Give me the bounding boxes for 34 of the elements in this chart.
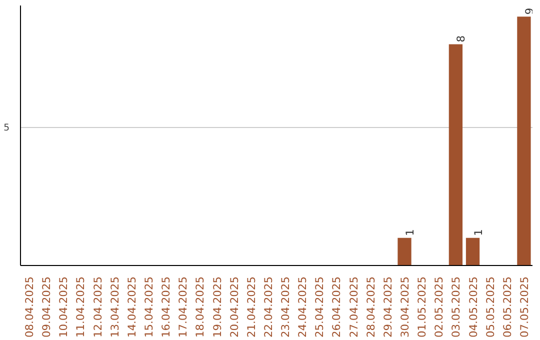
x-tick-label: 02.05.2025	[432, 276, 446, 338]
x-tick-label: 14.04.2025	[125, 276, 138, 338]
x-tick-label: 08.04.2025	[23, 276, 36, 338]
x-tick-label: 30.04.2025	[398, 276, 412, 338]
x-tick-label: 10.04.2025	[57, 276, 70, 338]
x-tick-label: 06.05.2025	[500, 276, 514, 338]
x-tick-label: 22.04.2025	[262, 276, 275, 338]
x-tick-label: 19.04.2025	[210, 276, 224, 338]
data-label: 1	[404, 229, 416, 236]
x-tick-label: 23.04.2025	[279, 276, 292, 338]
x-tick-label: 21.04.2025	[244, 276, 258, 338]
x-tick-label: 04.05.2025	[466, 276, 480, 338]
x-tick-label: 11.04.2025	[74, 276, 88, 338]
x-tick-label: 12.04.2025	[91, 276, 104, 338]
x-tick-label: 16.04.2025	[160, 276, 173, 338]
x-tick-label: 20.04.2025	[228, 276, 241, 338]
x-tick-label: 28.04.2025	[364, 276, 378, 338]
x-tick-label: 09.04.2025	[40, 276, 54, 338]
x-tick-label: 27.04.2025	[347, 276, 360, 338]
x-tick-label: 07.05.2025	[518, 276, 531, 338]
x-tick-label: 17.04.2025	[176, 276, 190, 338]
x-tick-label: 05.05.2025	[484, 276, 497, 338]
data-label: 8	[454, 35, 468, 42]
x-tick-label: 03.05.2025	[450, 276, 463, 338]
y-tick-label: 5	[4, 122, 10, 134]
x-tick-label: 25.04.2025	[313, 276, 326, 338]
data-label: 1	[472, 229, 485, 236]
x-tick-label: 24.04.2025	[296, 276, 310, 338]
x-tick-label: 01.05.2025	[416, 276, 429, 338]
x-tick-label: 26.04.2025	[330, 276, 344, 338]
x-tick-label: 29.04.2025	[381, 276, 394, 338]
x-tick-label: 13.04.2025	[108, 276, 122, 338]
x-tick-label: 15.04.2025	[142, 276, 156, 338]
x-tick-label: 18.04.2025	[194, 276, 207, 338]
